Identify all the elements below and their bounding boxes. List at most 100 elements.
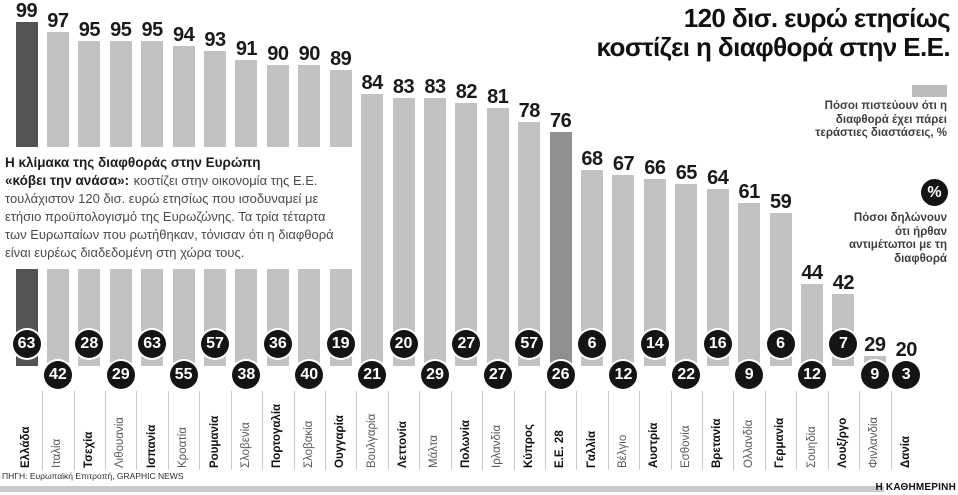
bar-value-label: 42 xyxy=(832,271,855,294)
encounter-circle: 9 xyxy=(860,361,889,389)
column-separator xyxy=(105,391,107,470)
column-separator xyxy=(356,391,358,470)
bar-value-label: 67 xyxy=(612,152,635,175)
title-line-2: κοστίζει η διαφθορά στην Ε.Ε. xyxy=(596,32,951,63)
encounter-circle: 12 xyxy=(798,361,826,389)
bar xyxy=(423,98,446,385)
encounter-circle: 21 xyxy=(358,361,387,389)
bar xyxy=(581,169,604,366)
country-label: Τσεχία xyxy=(82,431,95,468)
column-separator xyxy=(670,391,672,470)
country-label: Λουξ/ργο xyxy=(836,417,849,468)
encounter-circle: 27 xyxy=(452,330,481,358)
bar-value-label: 61 xyxy=(738,181,761,204)
column-separator xyxy=(482,391,484,470)
column-separator xyxy=(764,391,766,470)
bar-value-label: 89 xyxy=(330,47,352,70)
bar xyxy=(769,212,792,366)
encounter-circle: 40 xyxy=(295,361,324,389)
country-label: Σλοβενία xyxy=(239,422,252,468)
country-label: Ελλάδα xyxy=(20,426,32,468)
bar-value-label: 95 xyxy=(110,19,132,42)
column-separator xyxy=(387,391,389,470)
encounter-circle: 57 xyxy=(201,330,230,358)
bar-value-label: 78 xyxy=(518,100,541,123)
encounter-circle: 63 xyxy=(12,330,41,358)
encounter-circle: 63 xyxy=(138,330,167,358)
column-separator xyxy=(733,391,735,470)
column-separator xyxy=(890,391,892,470)
column-separator xyxy=(827,391,829,470)
column-separator xyxy=(796,391,798,470)
bar-value-label: 81 xyxy=(487,85,509,108)
bar-value-label: 93 xyxy=(204,28,226,51)
column-separator xyxy=(167,391,169,470)
country-label: Πορτογαλία xyxy=(271,403,284,468)
country-label: Πολωνία xyxy=(459,420,472,468)
bar xyxy=(392,98,415,366)
country-label: Σουηδία xyxy=(805,426,818,468)
column-separator xyxy=(42,391,44,470)
column-separator xyxy=(607,391,609,470)
encounter-circle: 22 xyxy=(672,361,701,389)
country-label: Σλοβακία xyxy=(302,420,315,468)
country-label: Γερμανία xyxy=(774,417,787,468)
country-label: Φινλανδία xyxy=(868,416,881,468)
encounter-circle: 9 xyxy=(735,361,764,389)
encounter-circle: 55 xyxy=(169,361,198,389)
encounter-circle: 14 xyxy=(640,330,669,358)
country-label: Λιθουανία xyxy=(114,417,127,468)
bar-value-label: 66 xyxy=(644,157,666,180)
column-separator xyxy=(199,391,201,470)
footer-divider-bar xyxy=(0,486,884,492)
country-label: Ισπανία xyxy=(145,424,158,468)
column-separator xyxy=(639,391,641,470)
encounter-circle: 16 xyxy=(703,330,732,358)
bar-value-label: 83 xyxy=(392,76,415,99)
column-separator xyxy=(859,391,861,470)
legend-bar-swatch xyxy=(912,85,947,97)
encounter-circle: 38 xyxy=(232,361,261,389)
column-separator xyxy=(136,391,138,470)
bar-value-label: 64 xyxy=(707,166,729,189)
encounter-circle: 29 xyxy=(106,361,135,389)
country-label: Εσθονία xyxy=(679,425,692,468)
encounter-circle: 7 xyxy=(829,330,858,358)
encounter-circle: 6 xyxy=(766,330,795,358)
bar xyxy=(549,131,572,385)
column-separator xyxy=(450,391,452,470)
encounter-circle: 19 xyxy=(326,330,355,358)
country-label: Ιρλανδία xyxy=(491,424,504,468)
encounter-circle: 6 xyxy=(578,330,607,358)
encounter-circle: 42 xyxy=(43,361,72,389)
newspaper-logo: Η ΚΑΘΗΜΕΡΙΝΗ xyxy=(875,482,956,493)
intro-lead-line1: Η κλίμακα της διαφθοράς στην Ευρώπη xyxy=(5,155,261,170)
bar-value-label: 90 xyxy=(298,42,321,65)
encounter-circle: 28 xyxy=(75,330,104,358)
country-label: Βουλγαρία xyxy=(365,413,378,468)
bar xyxy=(612,174,635,385)
encounter-circle: 29 xyxy=(420,361,449,389)
bar-value-label: 90 xyxy=(267,42,289,65)
country-label: Βέλγιο xyxy=(616,434,629,468)
bar-value-label: 99 xyxy=(15,0,38,22)
column-separator xyxy=(576,391,578,470)
bar-value-label: 76 xyxy=(550,109,572,132)
bar-value-label: 94 xyxy=(172,23,195,46)
bar-value-label: 91 xyxy=(235,38,258,61)
bar-value-label: 65 xyxy=(675,162,698,185)
bar-value-label: 68 xyxy=(581,147,603,170)
column-separator xyxy=(73,391,75,470)
bar-value-label: 95 xyxy=(141,19,164,42)
bar xyxy=(486,107,509,385)
country-label: Γαλλία xyxy=(585,430,598,468)
percent-circle-icon: % xyxy=(921,179,948,206)
country-label: Ουγγαρία xyxy=(334,415,347,468)
bar-value-label: 29 xyxy=(864,333,886,356)
country-label: Ιταλία xyxy=(51,438,64,468)
intro-body: κοστίζει στην οικονομία της Ε.Ε. τουλάχι… xyxy=(5,173,334,260)
country-label: Αυστρία xyxy=(648,422,661,468)
encounter-circle: 20 xyxy=(389,330,418,358)
page-title: 120 δισ. ευρώ ετησίως κοστίζει η διαφθορ… xyxy=(596,3,951,63)
